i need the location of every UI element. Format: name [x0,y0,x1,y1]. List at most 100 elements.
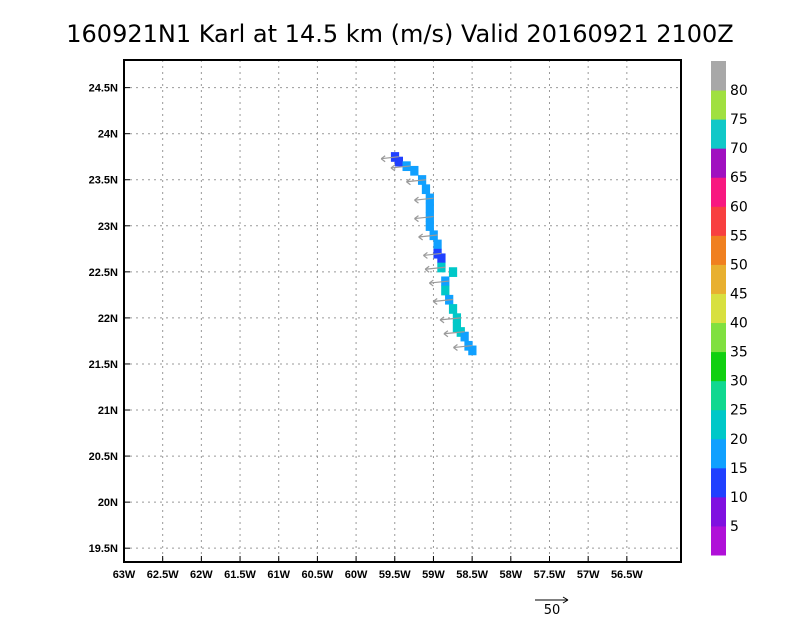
wind-speed-cell [460,331,469,342]
x-axis-ticks: 63W 62.5W 62W 61.5W 61W 60.5W 60W 59.5W 59W 58.5W… [113,556,643,581]
colorbar-segment [711,293,726,324]
wind-speed-cell [425,202,434,213]
wind-vector-head [428,279,434,287]
vector-reference: 50 [535,596,569,618]
x-tick-label: 58.5W [456,569,488,581]
colorbar-segment [711,525,726,556]
colorbar-segment [711,61,726,91]
wind-speed-cell [468,345,477,356]
x-tick-label: 59W [422,569,445,581]
wind-vector [439,317,461,321]
wind-vector-head [406,178,411,186]
wind-vector-head [380,155,386,163]
colorbar-segment [711,119,726,149]
x-tick-label: 63W [113,569,136,581]
colorbar-label: 5 [730,519,739,535]
chart-title: 160921N1 Karl at 14.5 km (m/s) Valid 201… [66,20,733,48]
colorbar-label: 25 [730,403,748,419]
wind-vector-head [443,330,449,338]
colorbar-label: 45 [730,286,748,302]
x-tick-label: 62.5W [147,569,179,581]
x-tick-label: 61.5W [224,569,256,581]
colorbar-label: 80 [730,83,748,99]
wind-vector [423,252,442,257]
colorbar-label: 55 [730,228,748,244]
x-tick-label: 58W [499,569,522,581]
wind-vector-head [432,298,438,305]
colorbar-segment [711,90,726,120]
wind-speed-cell [437,253,446,264]
wind-vector [418,234,438,238]
colorbar-segment [711,235,726,265]
y-axis-ticks: 19.5N 20N 20.5N 21N 21.5N 22N 22.5N 23N 23.5N 24N… [89,83,130,555]
x-tick-label: 57.5W [534,569,566,581]
x-tick-label: 56.5W [611,569,643,581]
y-tick-label: 21.5N [89,359,118,371]
colorbar-label: 50 [730,257,748,273]
wind-vectors [380,155,473,352]
x-tick-label: 60W [345,569,368,581]
colorbar-segment [711,264,726,294]
y-tick-label: 22N [98,313,118,325]
colorbar-segment [711,496,726,527]
wind-speed-cell [448,267,458,277]
x-tick-label: 59.5W [379,569,411,581]
wind-vector [414,197,434,201]
wind-vector-head [414,196,419,204]
y-tick-label: 23N [98,221,118,233]
wind-speed-cell [421,184,431,195]
y-tick-label: 24N [98,129,118,141]
colorbar-segment [711,206,726,236]
colorbar-label: 30 [730,374,748,390]
y-tick-label: 20N [98,497,118,509]
colorbar-label: 10 [730,490,748,506]
colorbar-label: 70 [730,141,748,157]
colorbar-label: 15 [730,461,748,477]
y-tick-label: 19.5N [89,543,118,555]
colorbar-segment [711,148,726,178]
wind-vector-head [439,316,445,324]
y-tick-label: 20.5N [89,451,118,463]
wind-vector-head [390,164,396,172]
wind-speed-cell [425,221,434,231]
grid-lines [123,60,681,562]
wind-vector [381,156,399,160]
vector-reference-label: 50 [544,603,561,618]
wind-speed-cell [394,156,403,167]
wind-vector [425,266,446,270]
colorbar-label: 20 [730,432,748,448]
plot-frame [123,59,682,563]
y-tick-label: 23.5N [89,175,118,187]
colorbar-label: 35 [730,345,748,361]
colorbar-label: 60 [730,199,748,215]
wind-vector [390,165,411,169]
wind-speed-cell [448,304,458,314]
x-tick-label: 62W [190,569,213,581]
wind-speed-cell [441,285,450,296]
wind-vector [443,331,465,335]
colorbar-label: 75 [730,112,748,128]
colorbar-label: 40 [730,316,748,332]
x-tick-label: 60.5W [302,569,334,581]
colorbar-segment [711,438,726,469]
colorbar-segment [711,351,726,382]
wind-vector [453,344,473,349]
wind-vector-head [414,215,419,223]
x-tick-label: 57W [577,569,600,581]
colorbar-segment [711,322,726,353]
colorbar-segment [711,467,726,498]
wind-vector [429,280,450,284]
wind-vector-head [423,251,428,259]
colorbar-segment [711,409,726,440]
y-tick-label: 22.5N [89,267,118,279]
wind-speed-cell [433,239,442,250]
colorbar-segment [711,380,726,411]
wind-vector [414,215,434,220]
wind-vector-head [424,265,430,273]
wind-speed-cell [410,165,419,176]
colorbar-label: 65 [730,170,748,186]
y-tick-label: 24.5N [89,83,118,95]
y-tick-label: 21N [98,405,118,417]
wind-vector [406,179,426,183]
